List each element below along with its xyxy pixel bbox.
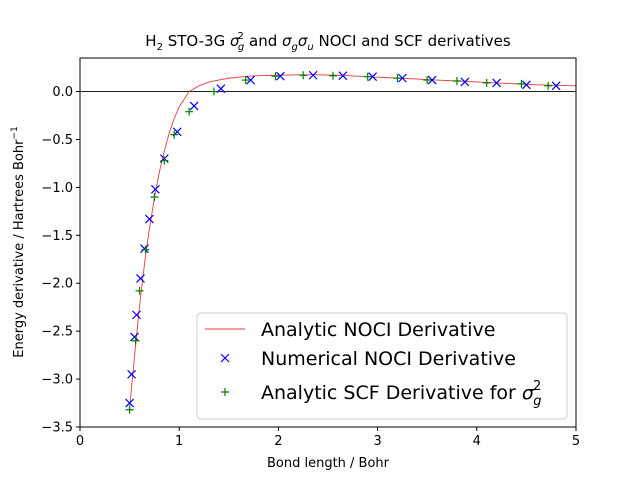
y-tick-label: −1.5	[41, 229, 73, 244]
legend-handle-plus	[221, 388, 229, 396]
x-tick-label: 2	[274, 434, 282, 449]
data-point-analytic-scf	[209, 87, 218, 96]
data-point-analytic-scf	[452, 77, 461, 86]
data-point-analytic-scf	[170, 130, 179, 139]
data-point-analytic-scf	[423, 76, 432, 85]
data-point-analytic-scf	[271, 72, 280, 81]
legend-entry-label: Analytic SCF Derivative for σ2 g	[261, 379, 541, 409]
axes-frame	[79, 57, 577, 428]
data-point-numerical-noci	[150, 184, 160, 194]
data-point-numerical-noci	[140, 244, 149, 254]
data-point-analytic-scf	[393, 74, 402, 83]
legend-handle-x	[220, 353, 230, 363]
legend-entry-label: Numerical NOCI Derivative	[261, 348, 516, 370]
data-point-numerical-noci	[275, 71, 285, 81]
data-point-numerical-noci	[189, 101, 199, 111]
x-tick-label: 4	[473, 434, 481, 449]
data-point-numerical-noci	[338, 71, 348, 81]
x-tick-label: 3	[373, 434, 381, 449]
data-point-numerical-noci	[308, 70, 318, 80]
data-point-numerical-noci	[145, 214, 154, 224]
data-point-analytic-scf	[544, 81, 553, 90]
y-tick-label: −3.0	[41, 373, 73, 388]
data-point-numerical-noci	[216, 84, 226, 94]
data-point-numerical-noci	[397, 73, 407, 83]
y-tick-label: −2.0	[41, 277, 73, 292]
data-point-analytic-scf	[125, 405, 134, 414]
data-point-numerical-noci	[521, 80, 531, 90]
data-point-numerical-noci	[127, 369, 137, 379]
axis-ticks: 0 1 2 3 4 5 0.0 −0.5 −1.0 −1.5 −2.0 −2.5 −3.0 −3.5	[41, 57, 580, 449]
plot-area	[80, 70, 577, 414]
data-point-analytic-scf	[160, 156, 169, 165]
legend-entry-label: Analytic NOCI Derivative	[261, 319, 495, 341]
data-point-numerical-noci	[427, 75, 437, 85]
y-tick-label: −3.5	[41, 421, 73, 436]
data-point-numerical-noci	[368, 72, 378, 82]
x-tick-label: 0	[76, 434, 84, 449]
data-point-analytic-scf	[482, 78, 491, 87]
data-point-numerical-noci	[246, 75, 256, 85]
data-point-numerical-noci	[551, 81, 561, 91]
data-point-analytic-scf	[131, 336, 140, 345]
legend: Analytic NOCI Derivative Numerical NOCI D…	[196, 312, 568, 420]
data-point-numerical-noci	[125, 398, 135, 408]
data-point-analytic-scf	[517, 79, 526, 88]
data-point-numerical-noci	[492, 78, 502, 88]
x-axis-label: Bond length / Bohr	[267, 456, 390, 471]
data-point-analytic-scf	[363, 72, 372, 81]
data-point-analytic-scf	[141, 245, 150, 254]
x-tick-label: 1	[175, 434, 183, 449]
legend-box	[196, 312, 568, 420]
data-point-analytic-scf	[135, 286, 144, 295]
y-axis-label: Energy derivative / Hartrees Bohr−1	[10, 126, 27, 357]
y-tick-label: −2.5	[41, 325, 73, 340]
data-point-numerical-noci	[136, 274, 145, 283]
data-point-numerical-noci	[132, 310, 141, 320]
data-point-analytic-scf	[241, 76, 250, 85]
data-point-analytic-scf	[185, 107, 194, 116]
chart-title: H2 STO-3G σ2 g and σgσu NOCI and SCF deri…	[145, 31, 511, 53]
data-point-numerical-noci	[460, 77, 470, 87]
y-tick-label: 0.0	[52, 85, 73, 100]
data-point-numerical-noci	[130, 332, 139, 342]
data-point-analytic-scf	[299, 71, 308, 80]
y-tick-label: −0.5	[41, 133, 73, 148]
data-point-analytic-scf	[150, 192, 159, 201]
x-tick-label: 5	[572, 434, 580, 449]
y-tick-label: −1.0	[41, 181, 73, 196]
data-point-analytic-scf	[328, 71, 337, 80]
